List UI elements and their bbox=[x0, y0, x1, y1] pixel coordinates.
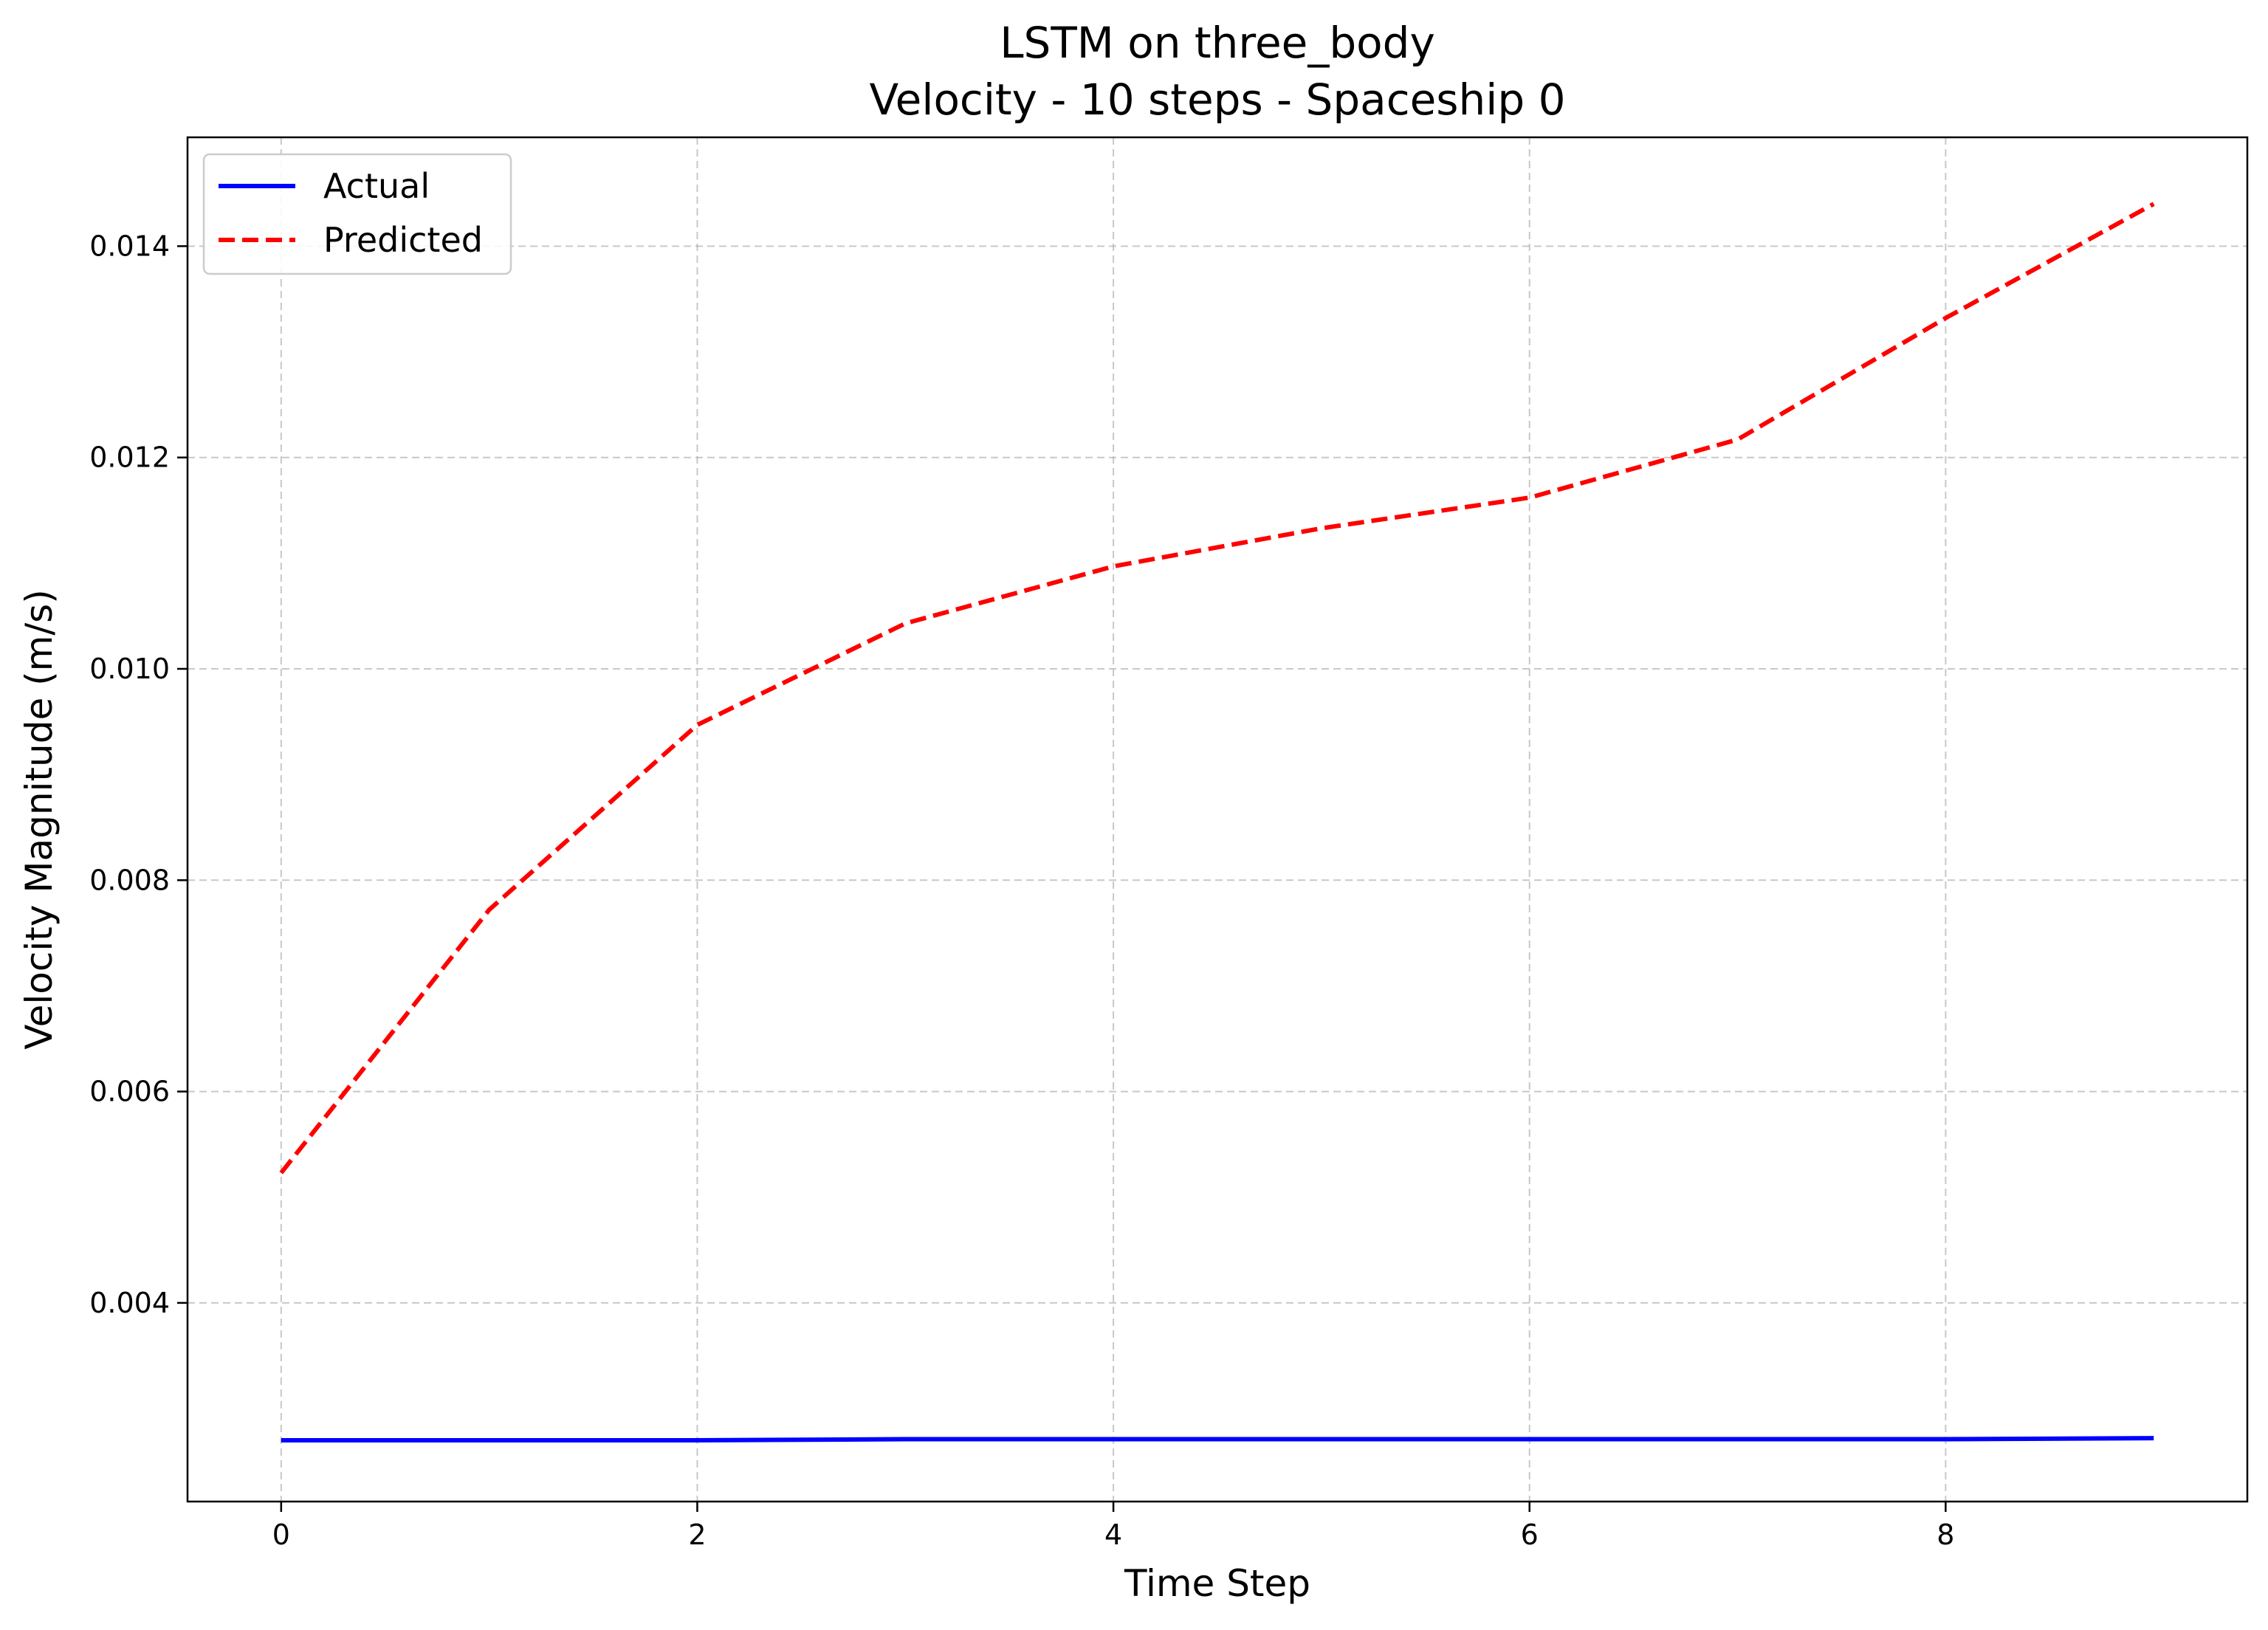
legend-label-predicted: Predicted bbox=[323, 220, 483, 260]
x-tick-label: 6 bbox=[1521, 1519, 1539, 1551]
x-tick-label: 0 bbox=[272, 1519, 290, 1551]
y-tick-label: 0.004 bbox=[89, 1287, 170, 1319]
y-tick-label: 0.014 bbox=[89, 230, 170, 262]
y-tick-label: 0.008 bbox=[89, 864, 170, 896]
y-tick-label: 0.010 bbox=[89, 653, 170, 685]
y-tick-label: 0.006 bbox=[89, 1076, 170, 1108]
legend: Actual Predicted bbox=[202, 153, 512, 275]
chart-subtitle: Velocity - 10 steps - Spaceship 0 bbox=[869, 75, 1565, 125]
y-tick-label: 0.012 bbox=[89, 441, 170, 474]
plot-frame bbox=[186, 136, 2249, 1503]
chart-title: LSTM on three_body bbox=[1000, 18, 1435, 68]
x-axis-label: Time Step bbox=[1124, 1562, 1310, 1605]
x-tick-label: 4 bbox=[1104, 1519, 1122, 1551]
x-tick-label: 2 bbox=[688, 1519, 706, 1551]
x-tick-label: 8 bbox=[1937, 1519, 1954, 1551]
y-axis-label: Velocity Magnitude (m/s) bbox=[18, 589, 61, 1049]
legend-label-actual: Actual bbox=[323, 166, 430, 206]
axis-ticks: 0 2 4 6 8 0.004 0.006 0.008 0.010 0.012 0.014 bbox=[89, 230, 1954, 1551]
series-line-actual bbox=[281, 1436, 2154, 1442]
grid bbox=[188, 137, 2247, 1502]
plot-background bbox=[188, 137, 2247, 1502]
series-line-predicted bbox=[279, 202, 2155, 1175]
series-lines bbox=[279, 202, 2155, 1442]
